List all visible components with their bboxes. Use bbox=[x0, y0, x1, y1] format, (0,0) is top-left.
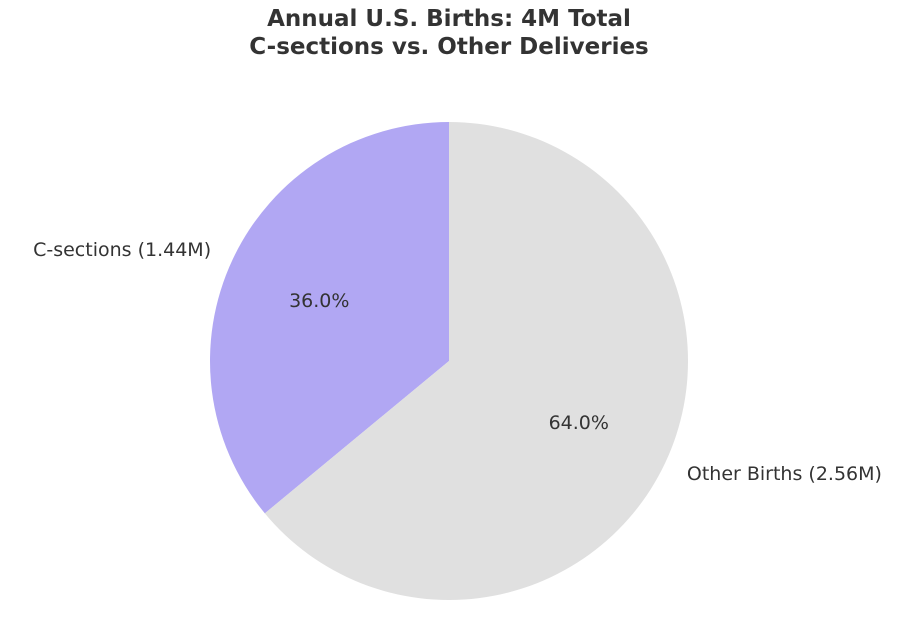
pie-slice-1 bbox=[264, 122, 688, 600]
pie-slice-0 bbox=[209, 122, 449, 514]
pie-percent-label-0: 36.0% bbox=[289, 290, 349, 312]
pie-slice-label-0: C-sections (1.44M) bbox=[33, 239, 211, 261]
chart-title-line-1: Annual U.S. Births: 4M Total bbox=[267, 6, 631, 32]
pie-percent-label-1: 64.0% bbox=[549, 412, 609, 434]
pie-slice-label-1: Other Births (2.56M) bbox=[687, 463, 882, 485]
chart-title-line-2: C-sections vs. Other Deliveries bbox=[249, 34, 649, 60]
